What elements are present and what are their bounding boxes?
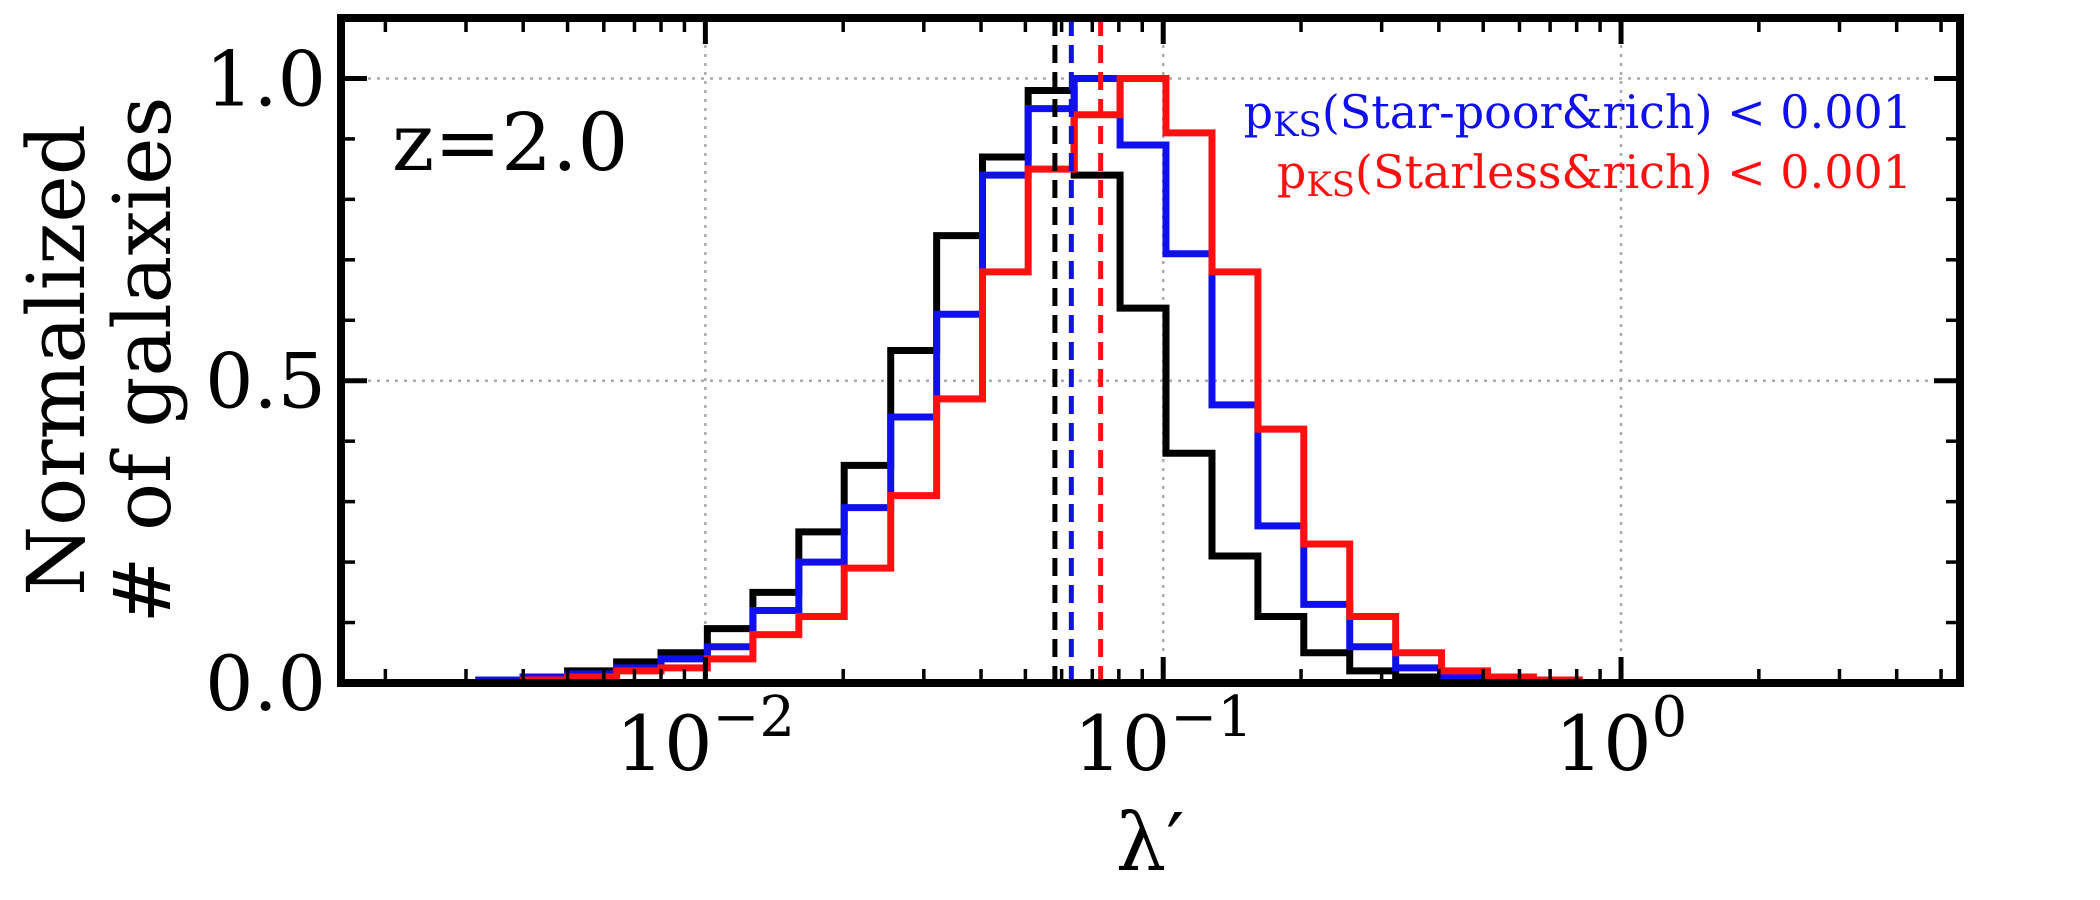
y-tick-labels: 0.0 0.5 1.0	[205, 34, 326, 728]
y-tick-label: 0.5	[205, 337, 326, 426]
y-axis-label-line2: # of galaxies	[96, 97, 189, 624]
median-layer	[1052, 18, 1104, 683]
x-tick-label-exponent: 0	[1652, 685, 1688, 750]
ks-text: (Star-poor&rich) < 0.001	[1322, 85, 1912, 139]
ks-annotation-star-poor: pKS(Star-poor&rich) < 0.001	[1244, 85, 1912, 145]
x-tick-label-base: 10	[616, 699, 713, 788]
y-axis-label-line1: Normalized	[10, 124, 103, 596]
y-tick-label: 0.0	[205, 639, 326, 728]
ks-subscript: KS	[1306, 165, 1355, 205]
x-tick-label-base: 10	[1074, 699, 1171, 788]
x-tick-label: 10−1	[1074, 685, 1253, 788]
x-tick-label-exponent: −1	[1170, 685, 1253, 750]
x-tick-label-exponent: −2	[712, 685, 795, 750]
x-tick-labels: 10−2 10−1 100	[616, 685, 1687, 788]
histogram-series-2	[385, 74, 1626, 687]
ticks	[341, 16, 1960, 686]
x-tick-label-base: 10	[1555, 699, 1652, 788]
redshift-annotation: z=2.0	[392, 96, 628, 189]
y-tick-label: 1.0	[205, 34, 326, 123]
x-axis-label: λ′	[1116, 796, 1185, 889]
x-tick-label: 10−2	[616, 685, 795, 788]
ks-p-symbol: p	[1277, 145, 1306, 199]
ks-p-symbol: p	[1244, 85, 1273, 139]
plot-frame	[337, 14, 1964, 687]
ks-text: (Starless&rich) < 0.001	[1355, 145, 1912, 199]
ks-subscript: KS	[1273, 105, 1322, 145]
ks-annotation-starless: pKS(Starless&rich) < 0.001	[1277, 145, 1912, 205]
x-tick-label: 100	[1555, 685, 1687, 788]
